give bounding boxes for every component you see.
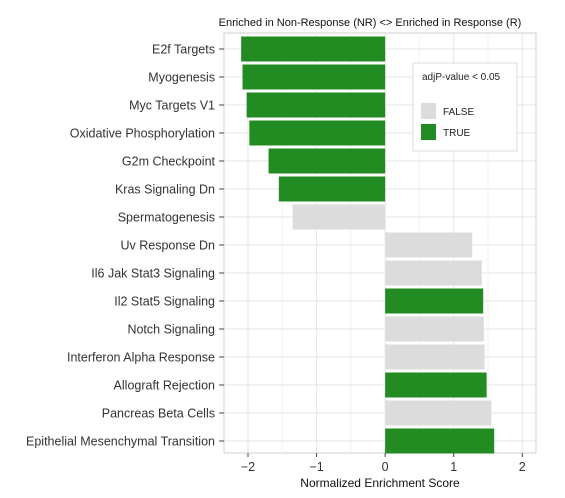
legend-label-false: FALSE bbox=[443, 107, 474, 118]
bar bbox=[292, 204, 386, 230]
legend-swatch-true bbox=[421, 124, 436, 140]
category-label: Il2 Stat5 Signaling bbox=[114, 295, 215, 309]
bar bbox=[385, 288, 484, 314]
category-label: Notch Signaling bbox=[127, 323, 215, 337]
legend-swatch-false bbox=[421, 103, 436, 119]
bar bbox=[242, 64, 386, 90]
category-label: Myc Targets V1 bbox=[129, 99, 215, 113]
category-label: Oxidative Phosphorylation bbox=[70, 127, 215, 141]
bar bbox=[278, 176, 386, 202]
x-tick-label: 2 bbox=[519, 460, 526, 474]
x-tick-label: 1 bbox=[450, 460, 457, 474]
bar bbox=[249, 120, 386, 146]
x-axis-ticks: −2 −1 0 1 2 bbox=[241, 453, 526, 474]
x-tick-label: 0 bbox=[382, 460, 389, 474]
chart-title: Enriched in Non-Response (NR) <> Enriche… bbox=[219, 17, 522, 29]
bar bbox=[246, 92, 386, 118]
category-label: E2f Targets bbox=[152, 43, 215, 57]
category-label: Uv Response Dn bbox=[121, 239, 216, 253]
category-label: Il6 Jak Stat3 Signaling bbox=[91, 267, 215, 281]
bar bbox=[385, 372, 487, 398]
bar bbox=[385, 344, 485, 370]
bars bbox=[241, 36, 495, 454]
category-label: G2m Checkpoint bbox=[122, 155, 216, 169]
category-label: Kras Signaling Dn bbox=[115, 183, 215, 197]
bar bbox=[268, 148, 386, 174]
bar bbox=[385, 316, 484, 342]
x-tick-label: −1 bbox=[309, 460, 323, 474]
bar bbox=[385, 400, 492, 426]
category-label: Myogenesis bbox=[148, 71, 215, 85]
category-label: Pancreas Beta Cells bbox=[102, 407, 215, 421]
category-labels: E2f Targets Myogenesis Myc Targets V1 Oxida… bbox=[26, 43, 224, 449]
legend-label-true: TRUE bbox=[443, 128, 471, 139]
x-axis-title: Normalized Enrichment Score bbox=[300, 476, 460, 490]
legend: adjP-value < 0.05 FALSE TRUE bbox=[412, 62, 518, 152]
category-label: Spermatogenesis bbox=[118, 211, 215, 225]
bar bbox=[385, 428, 495, 454]
category-label: Allograft Rejection bbox=[114, 379, 215, 393]
category-label: Epithelial Mesenchymal Transition bbox=[26, 435, 215, 449]
category-label: Interferon Alpha Response bbox=[67, 351, 215, 365]
legend-title: adjP-value < 0.05 bbox=[422, 72, 501, 83]
x-tick-label: −2 bbox=[241, 460, 255, 474]
bar bbox=[385, 232, 473, 258]
bar bbox=[385, 260, 482, 286]
bar bbox=[241, 36, 386, 62]
